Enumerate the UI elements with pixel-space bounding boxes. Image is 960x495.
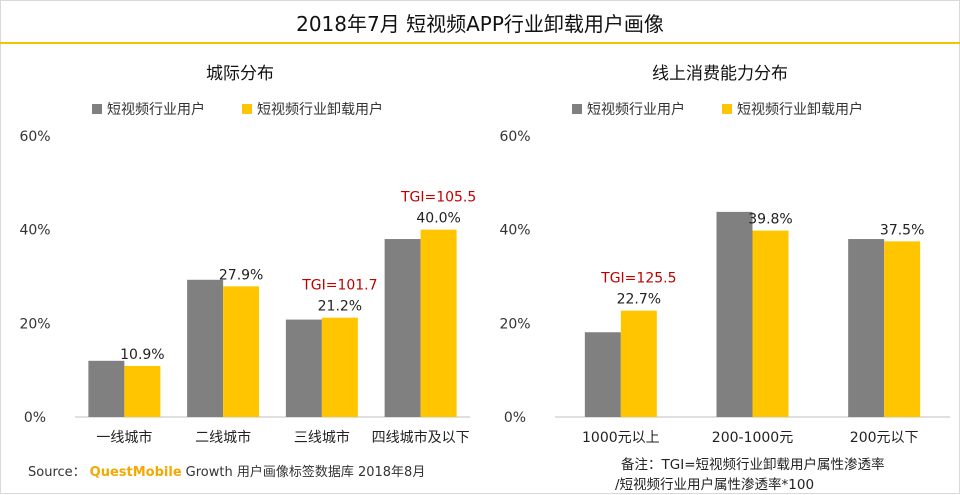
x-tick-label: 一线城市 bbox=[96, 429, 152, 446]
y-tick-label: 60% bbox=[19, 129, 50, 145]
legend-label: 短视频行业卸载用户 bbox=[257, 101, 383, 118]
legend-swatch bbox=[242, 104, 252, 114]
legend-label: 短视频行业用户 bbox=[107, 101, 205, 118]
legend-swatch bbox=[92, 104, 102, 114]
bar-all-users bbox=[716, 211, 753, 417]
legend-label: 短视频行业卸载用户 bbox=[737, 101, 863, 118]
data-label: 21.2% bbox=[318, 299, 362, 315]
tgi-annotation: TGI=105.5 bbox=[400, 190, 476, 206]
bar-all-users bbox=[88, 360, 125, 417]
bar-all-users bbox=[187, 279, 224, 417]
bar-uninstall-users bbox=[620, 310, 657, 417]
x-tick-label: 四线城市及以下 bbox=[372, 429, 470, 446]
y-tick-label: 0% bbox=[504, 410, 526, 426]
bar-uninstall-users bbox=[420, 229, 457, 417]
bar-all-users bbox=[285, 319, 322, 417]
chart-title: 线上消费能力分布 bbox=[652, 64, 788, 84]
x-tick-label: 1000元以上 bbox=[582, 430, 660, 446]
y-tick-label: 40% bbox=[19, 223, 50, 239]
data-label: 39.8% bbox=[748, 212, 792, 228]
data-label: 40.0% bbox=[416, 211, 460, 227]
source-footer: Source： QuestMobile Growth 用户画像标签数据库 2018年… bbox=[28, 461, 425, 480]
y-tick-label: 20% bbox=[19, 316, 50, 332]
tgi-annotation: TGI=125.5 bbox=[600, 271, 676, 287]
bar-all-users bbox=[384, 239, 421, 417]
tgi-note-line1: 备注：TGI=短视频行业卸载用户属性渗透率 bbox=[621, 457, 885, 473]
bar-all-users bbox=[584, 332, 621, 417]
bar-uninstall-users bbox=[752, 230, 789, 417]
bar-uninstall-users bbox=[884, 241, 921, 417]
bar-all-users bbox=[848, 239, 885, 417]
tgi-annotation: TGI=101.7 bbox=[301, 278, 377, 294]
y-tick-label: 60% bbox=[499, 129, 530, 145]
data-label: 37.5% bbox=[880, 222, 924, 238]
title-accent-bar bbox=[0, 42, 960, 44]
bar-uninstall-users bbox=[321, 317, 358, 417]
x-tick-label: 200-1000元 bbox=[712, 430, 793, 446]
x-tick-label: 200元以下 bbox=[850, 430, 919, 446]
data-label: 22.7% bbox=[617, 292, 661, 308]
y-tick-label: 40% bbox=[499, 223, 530, 239]
legend-swatch bbox=[572, 104, 582, 114]
x-tick-label: 二线城市 bbox=[195, 429, 251, 446]
source-text: Growth 用户画像标签数据库 2018年8月 bbox=[185, 465, 426, 480]
y-tick-label: 20% bbox=[499, 316, 530, 332]
legend-swatch bbox=[722, 104, 732, 114]
x-tick-label: 三线城市 bbox=[294, 429, 350, 446]
bar-uninstall-users bbox=[223, 286, 260, 417]
legend-label: 短视频行业用户 bbox=[587, 101, 685, 118]
data-label: 27.9% bbox=[219, 267, 263, 283]
questmobile-logo: QuestMobile bbox=[89, 465, 182, 480]
chart-title: 城际分布 bbox=[206, 64, 274, 84]
data-label: 10.9% bbox=[120, 347, 164, 363]
main-title: 2018年7月 短视频APP行业卸载用户画像 bbox=[296, 12, 664, 36]
y-tick-label: 0% bbox=[24, 410, 46, 426]
tgi-note-line2: /短视频行业用户属性渗透率*100 bbox=[615, 477, 815, 493]
tgi-note: 备注：TGI=短视频行业卸载用户属性渗透率 /短视频行业用户属性渗透率*100 bbox=[615, 455, 956, 495]
bar-uninstall-users bbox=[124, 365, 161, 417]
source-label: Source： bbox=[28, 465, 86, 480]
